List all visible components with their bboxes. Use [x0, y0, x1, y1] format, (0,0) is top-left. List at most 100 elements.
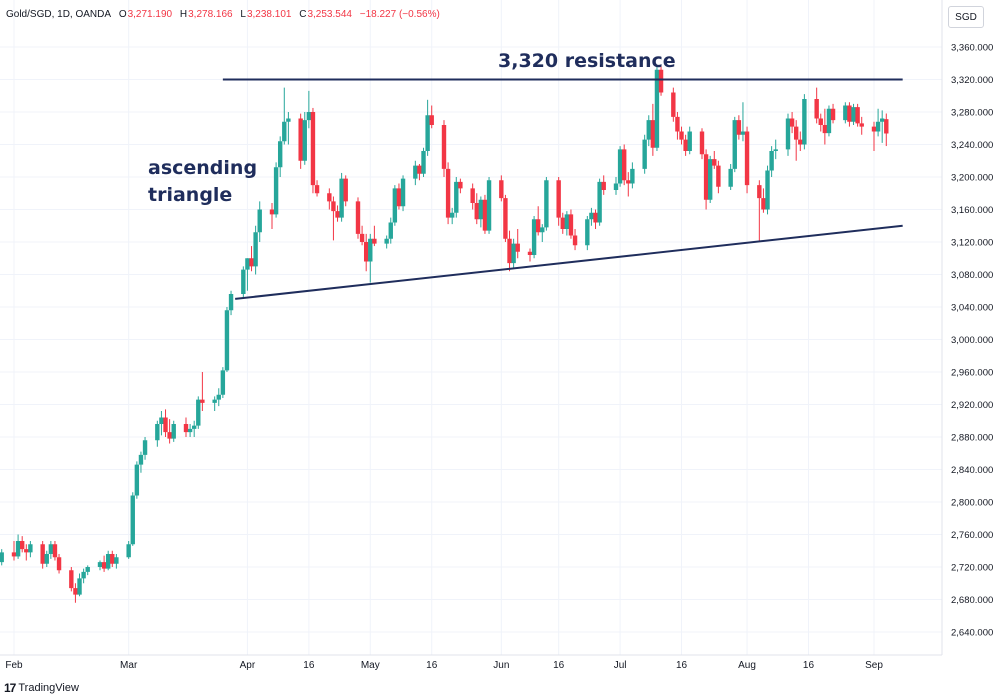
price-axis[interactable]: 2,640.000 2,680.000 2,720.000 2,760.000 2,80…	[951, 43, 993, 639]
candle-body	[81, 571, 86, 579]
time-axis[interactable]: Feb Mar Apr 16 May 16 Jun 16 Jul 16 Aug 16 Sep	[5, 660, 883, 671]
ohlc-legend: Gold/SGD, 1D, OANDA O3,271.190 H3,278.16…	[6, 9, 445, 20]
candle-body	[19, 541, 25, 550]
candle-body	[224, 310, 230, 371]
candle-body	[298, 118, 303, 161]
high-value: 3,278.166	[188, 9, 233, 20]
price-tick-label: 3,240.000	[951, 140, 993, 151]
candle-body	[458, 181, 463, 189]
candle-body	[499, 180, 504, 199]
time-tick-label: 16	[676, 660, 688, 671]
candle-body	[699, 131, 705, 155]
price-tick-label: 3,040.000	[951, 303, 993, 314]
candle-body	[572, 235, 578, 246]
candle-body	[851, 107, 856, 122]
candle-body	[105, 554, 111, 569]
candle-body	[52, 544, 58, 558]
candle-body	[28, 544, 33, 553]
candle-body	[343, 178, 348, 202]
time-tick-label: 16	[303, 660, 315, 671]
candle-body	[388, 222, 393, 239]
open-label: O	[118, 9, 127, 20]
resistance-annotation: 3,320 resistance	[498, 50, 676, 72]
candle-body	[642, 139, 647, 169]
pattern-annotation-line1: ascending	[148, 157, 258, 179]
candle-body	[73, 588, 78, 595]
price-tick-label: 3,120.000	[951, 238, 993, 249]
candle-body	[196, 399, 201, 426]
candle-body	[535, 219, 541, 233]
price-tick-label: 2,880.000	[951, 433, 993, 444]
candle-body	[421, 151, 426, 174]
price-tick-label: 3,160.000	[951, 205, 993, 216]
candle-body	[744, 131, 750, 186]
candle-body	[757, 185, 762, 199]
candle-body	[413, 165, 418, 179]
candle-body	[650, 120, 656, 148]
candle-body	[0, 552, 4, 563]
candle-body	[560, 217, 565, 229]
candle-body	[273, 167, 279, 215]
close-label: C	[299, 9, 307, 20]
candle-body	[875, 121, 881, 132]
candle-body	[511, 243, 516, 264]
price-tick-label: 3,080.000	[951, 270, 993, 281]
time-tick-label: Feb	[5, 660, 23, 671]
candle-body	[564, 214, 570, 229]
candle-body	[707, 159, 713, 200]
currency-button[interactable]: SGD	[948, 6, 984, 28]
candle-body	[617, 149, 623, 184]
candle-body	[241, 269, 246, 294]
candle-body	[736, 120, 742, 135]
candle-body	[110, 554, 115, 564]
candle-body	[392, 188, 398, 223]
candle-body	[621, 149, 627, 181]
candle-body	[282, 121, 287, 142]
change-value: −18.227 (−0.56%)	[359, 9, 440, 20]
candle-body	[339, 178, 344, 218]
candle-body	[249, 258, 254, 267]
candle-body	[363, 242, 369, 262]
candle-body	[568, 214, 574, 236]
candle-body	[630, 168, 635, 184]
candle-body	[97, 562, 103, 567]
tradingview-logo[interactable]: 17 TradingView	[4, 681, 79, 695]
candle-body	[163, 417, 168, 433]
candle-body	[503, 198, 508, 239]
candle-body	[703, 154, 709, 200]
candle-body	[728, 168, 733, 187]
candle-body	[359, 233, 365, 242]
symbol-label[interactable]: Gold/SGD, 1D, OANDA	[6, 9, 112, 20]
candle-body	[593, 212, 598, 223]
candle-body	[335, 211, 340, 218]
candle-body	[789, 118, 795, 127]
candle-body	[114, 557, 119, 564]
candle-body	[544, 180, 549, 228]
candle-body	[716, 165, 721, 187]
candle-body	[830, 108, 836, 121]
candle-body	[257, 209, 262, 233]
candle-body	[679, 131, 684, 140]
candle-body	[626, 180, 631, 184]
candle-body	[220, 370, 226, 395]
close-value: 3,253.544	[307, 9, 352, 20]
time-tick-label: Apr	[240, 660, 256, 671]
candle-body	[441, 125, 447, 169]
pattern-annotation: ascending triangle	[148, 155, 257, 209]
candle-body	[871, 126, 877, 132]
tradingview-logo-icon: 17	[4, 681, 16, 695]
price-tick-label: 2,760.000	[951, 530, 993, 541]
candle-body	[245, 258, 250, 270]
candle-body	[277, 141, 283, 168]
candle-body	[171, 424, 176, 439]
low-label: L	[240, 9, 246, 20]
time-tick-label: 16	[426, 660, 438, 671]
candle-body	[269, 209, 275, 215]
candle-body	[732, 120, 737, 169]
candle-body	[822, 125, 828, 134]
candle-body	[855, 107, 860, 124]
trendlines	[222, 78, 903, 300]
candle-body	[589, 212, 594, 220]
candle-body	[191, 425, 197, 429]
